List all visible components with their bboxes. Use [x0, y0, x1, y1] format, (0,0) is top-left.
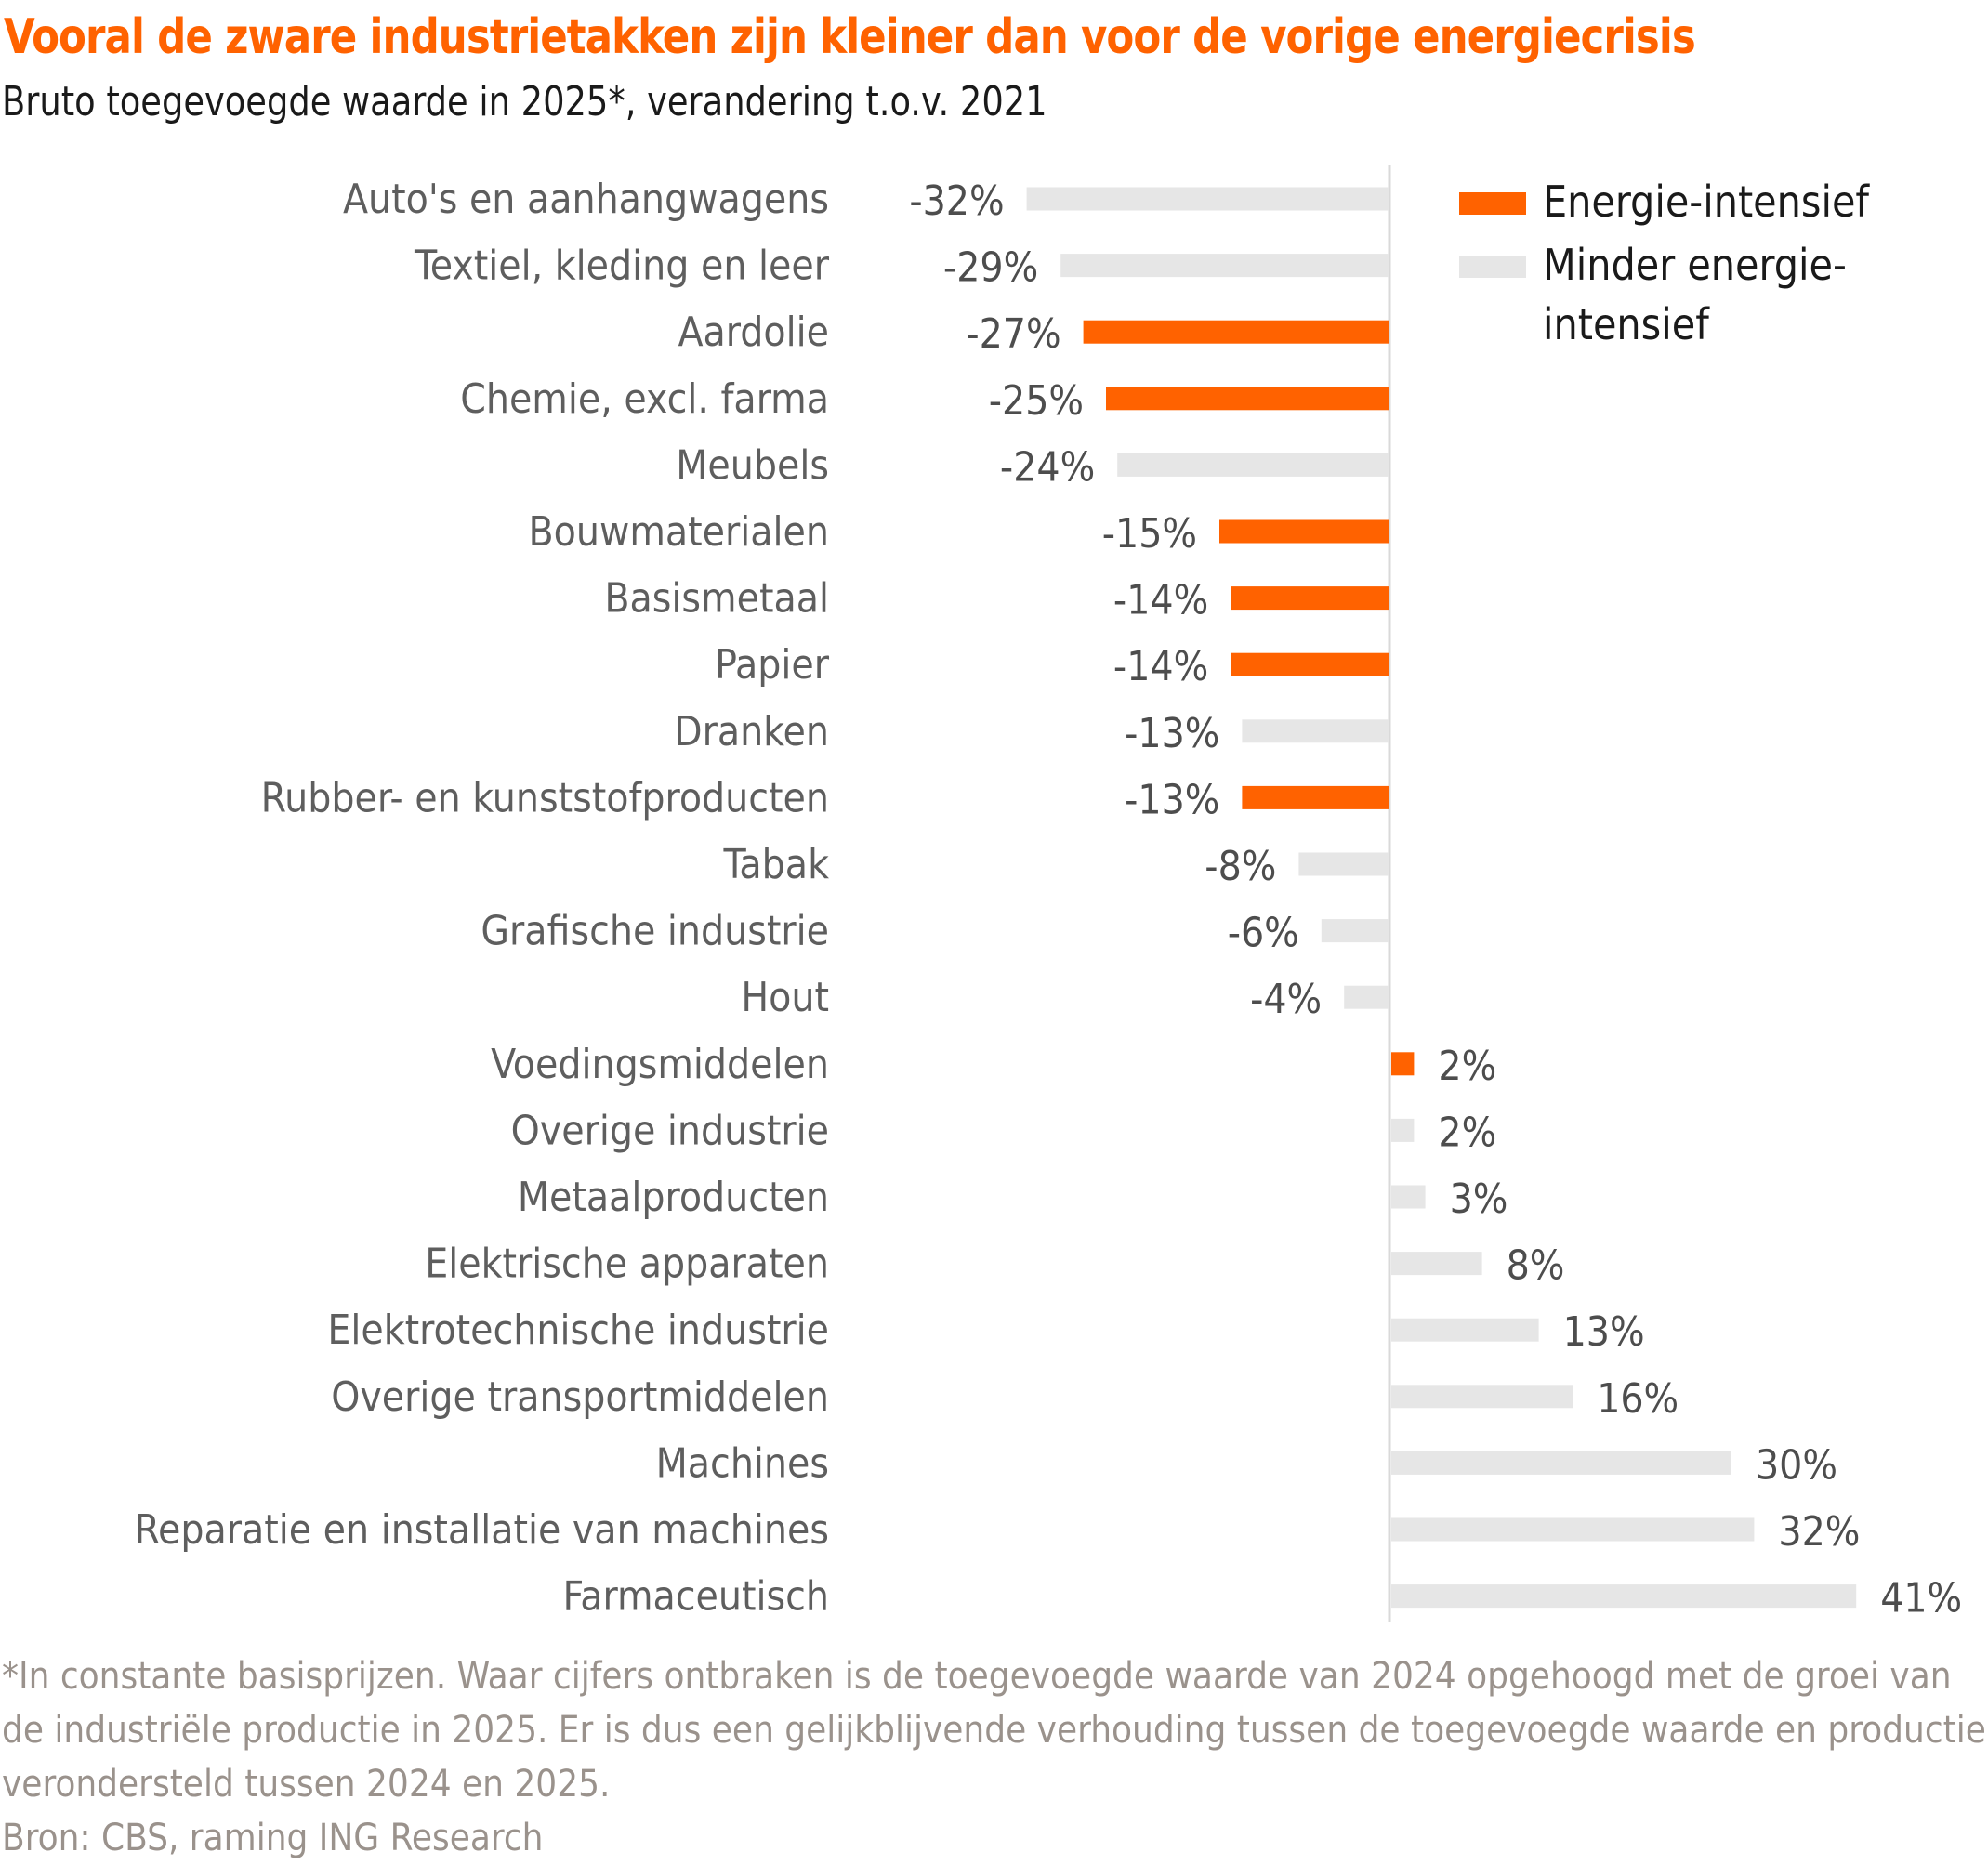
value-label: 2%	[1438, 1109, 1496, 1156]
bar	[1321, 919, 1389, 943]
category-label: Rubber- en kunststofproducten	[261, 774, 829, 821]
bar	[1391, 1318, 1539, 1342]
category-label: Dranken	[674, 708, 829, 755]
value-label: 3%	[1450, 1175, 1508, 1223]
value-label: -24%	[1000, 443, 1095, 491]
category-label: Machines	[656, 1439, 829, 1487]
bar	[1219, 519, 1389, 544]
legend-item-less-energy-intensive: Minder energie-intensief	[1459, 235, 1915, 354]
category-label: Tabak	[723, 841, 830, 888]
footnote: *In constante basisprijzen. Waar cijfers…	[2, 1649, 1986, 1865]
value-label: -14%	[1113, 643, 1208, 690]
footnote-note: *In constante basisprijzen. Waar cijfers…	[2, 1655, 1986, 1806]
value-label: 41%	[1880, 1575, 1962, 1622]
bar	[1106, 387, 1389, 411]
value-label: 32%	[1778, 1508, 1860, 1556]
bar	[1231, 586, 1389, 611]
category-label: Reparatie en installatie van machines	[134, 1506, 829, 1554]
bar	[1391, 1252, 1482, 1276]
value-label: -32%	[909, 177, 1004, 225]
category-label: Farmaceutisch	[562, 1573, 829, 1621]
bar	[1391, 1517, 1755, 1542]
category-label: Overige industrie	[511, 1107, 829, 1154]
bar	[1117, 453, 1389, 477]
bar	[1060, 254, 1389, 278]
value-label: -4%	[1250, 976, 1322, 1023]
legend-swatch-energy-intensive	[1459, 192, 1526, 215]
bar	[1391, 1451, 1731, 1475]
bar	[1391, 1118, 1415, 1142]
bar	[1391, 1584, 1857, 1609]
value-label: 30%	[1756, 1441, 1837, 1489]
bar	[1344, 985, 1389, 1009]
legend: Energie-intensief Minder energie-intensi…	[1459, 172, 1915, 358]
category-label: Meubels	[676, 441, 829, 489]
bar	[1242, 719, 1389, 743]
value-label: -6%	[1228, 910, 1299, 957]
bar	[1083, 320, 1389, 344]
bar	[1231, 652, 1389, 676]
category-label: Aardolie	[678, 309, 829, 356]
category-label: Metaalproducten	[518, 1174, 829, 1221]
legend-swatch-less-energy-intensive	[1459, 256, 1526, 278]
value-label: 13%	[1563, 1308, 1645, 1356]
category-label: Papier	[715, 641, 830, 689]
value-label: 16%	[1597, 1375, 1679, 1423]
chart-title: Vooral de zware industrietakken zijn kle…	[4, 9, 1696, 65]
value-label: 8%	[1507, 1242, 1565, 1290]
category-label: Textiel, kleding en leer	[414, 243, 830, 290]
chart-subtitle: Bruto toegevoegde waarde in 2025*, veran…	[2, 78, 1047, 125]
value-label: -27%	[966, 310, 1060, 358]
value-label: -13%	[1125, 776, 1219, 823]
bar-chart: Auto's en aanhangwagens -32% Textiel, kled…	[134, 165, 1962, 1622]
value-label: -8%	[1205, 843, 1276, 890]
bar	[1391, 1185, 1426, 1209]
category-label: Elektrische apparaten	[425, 1241, 829, 1288]
category-label: Voedingsmiddelen	[491, 1041, 829, 1088]
legend-item-energy-intensive: Energie-intensief	[1459, 172, 1915, 231]
value-label: -13%	[1125, 710, 1219, 757]
legend-label: Energie-intensief	[1543, 177, 1869, 227]
category-label: Elektrotechnische industrie	[327, 1307, 829, 1354]
category-label: Chemie, excl. farma	[460, 375, 829, 423]
category-label: Hout	[741, 974, 829, 1021]
category-label: Grafische industrie	[481, 908, 829, 955]
bar	[1391, 1052, 1415, 1076]
value-label: -14%	[1113, 577, 1208, 624]
value-label: 2%	[1438, 1043, 1496, 1090]
bar	[1026, 187, 1389, 211]
legend-label: Minder energie-intensief	[1543, 240, 1847, 349]
footnote-source: Bron: CBS, raming ING Research	[2, 1817, 544, 1859]
category-label: Overige transportmiddelen	[331, 1373, 829, 1421]
bar	[1391, 1385, 1573, 1409]
value-label: -29%	[943, 244, 1038, 292]
value-label: -25%	[989, 377, 1084, 425]
value-label: -15%	[1102, 510, 1197, 558]
category-label: Bouwmaterialen	[528, 508, 829, 556]
bar	[1298, 852, 1389, 876]
category-label: Auto's en aanhangwagens	[343, 176, 829, 223]
category-label: Basismetaal	[604, 575, 829, 623]
bar	[1242, 785, 1389, 809]
